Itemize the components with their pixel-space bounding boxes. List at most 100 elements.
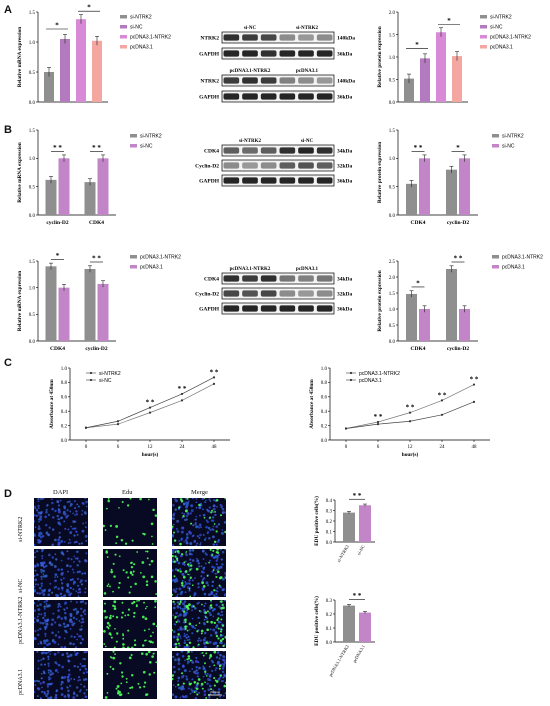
edu-cell <box>193 681 197 684</box>
nucleus <box>37 583 40 586</box>
edu-cell <box>133 611 136 615</box>
bar <box>359 505 371 542</box>
edu-cell <box>213 523 216 525</box>
nucleus <box>209 613 212 617</box>
nucleus <box>34 564 37 568</box>
y-tick-label: 0.0 <box>29 214 36 219</box>
nucleus <box>60 646 64 648</box>
edu-cell <box>213 684 216 687</box>
bar <box>406 293 417 341</box>
nucleus <box>188 573 191 576</box>
blot-band <box>242 34 258 41</box>
nucleus <box>182 665 185 668</box>
edu-cell <box>209 516 212 519</box>
nucleus <box>44 625 47 629</box>
edu-cell <box>187 657 190 660</box>
nucleus <box>67 675 70 678</box>
edu-cell <box>182 515 185 518</box>
nucleus <box>203 566 206 569</box>
nucleus <box>48 561 52 564</box>
nucleus <box>43 646 46 648</box>
nucleus <box>215 563 218 566</box>
edu-cell <box>217 627 220 630</box>
microscopy-image <box>34 600 88 648</box>
nucleus <box>44 639 47 642</box>
nucleus <box>211 670 214 673</box>
y-axis-label: Relative protein expression <box>377 26 383 87</box>
edu-cell <box>121 611 124 614</box>
nucleus <box>40 582 43 585</box>
edu-cell <box>182 610 186 613</box>
x-tick-label: CDK4 <box>89 220 104 226</box>
edu-cell <box>189 564 193 567</box>
blot-band <box>298 275 314 282</box>
blots-b1: si-NTRK2 si-NC CDK4 34kDa Cyclin-D2 32kDa GAPD… <box>195 139 353 187</box>
edu-cell <box>204 616 207 619</box>
nucleus <box>223 661 226 664</box>
nucleus <box>205 519 208 522</box>
edu-cell <box>172 674 174 677</box>
edu-cell <box>221 637 225 641</box>
nucleus <box>197 616 200 620</box>
y-tick-label: 0.4 <box>61 410 68 415</box>
nucleus <box>47 671 50 674</box>
nucleus <box>39 498 43 500</box>
blot-band <box>316 50 333 57</box>
nucleus <box>47 655 50 659</box>
edu-cell <box>178 506 181 509</box>
legend-swatch <box>480 15 487 19</box>
y-tick-label: 0.0 <box>61 439 68 444</box>
nucleus <box>54 509 57 513</box>
edu-cell <box>112 656 116 660</box>
nucleus <box>45 622 49 626</box>
nucleus <box>189 512 192 515</box>
edu-cell <box>224 577 226 579</box>
nucleus <box>45 694 48 697</box>
edu-cell <box>209 604 213 607</box>
nucleus <box>57 651 60 654</box>
edu-cell <box>186 658 189 661</box>
edu-cell <box>126 504 130 507</box>
blot-band <box>260 50 277 57</box>
nucleus <box>60 578 62 581</box>
y-tick-label: 1.0 <box>321 367 328 372</box>
nucleus <box>34 621 36 624</box>
edu-cell <box>148 640 151 643</box>
nucleus <box>188 582 191 585</box>
edu-cell <box>201 603 203 606</box>
nucleus <box>194 577 196 579</box>
nucleus <box>54 573 58 577</box>
legend-label: pcDNA3.1-NTRK2 <box>359 371 400 377</box>
nucleus <box>42 681 46 684</box>
significance-mark: * * <box>374 413 383 421</box>
nucleus <box>40 651 44 655</box>
blot-row-label: GAPDH <box>199 95 220 101</box>
y-tick-label: 0.6 <box>321 396 328 401</box>
nucleus <box>70 592 73 595</box>
significance-mark: * * <box>406 404 415 412</box>
nucleus <box>37 667 40 670</box>
nucleus <box>36 604 39 607</box>
blot-band <box>298 305 314 312</box>
nucleus <box>63 594 67 597</box>
nucleus <box>37 511 40 514</box>
edu-cell <box>106 692 109 694</box>
edu-cell <box>188 587 191 590</box>
y-tick-label: 1.5 <box>389 292 396 297</box>
legend-label: pcDNA3.1-NTRK2 <box>130 35 171 41</box>
nucleus <box>193 670 196 674</box>
nucleus <box>214 513 217 517</box>
nucleus <box>70 600 72 603</box>
scale-bar-label: 200μm <box>210 690 220 694</box>
significance-mark: * * <box>53 144 62 152</box>
nucleus <box>60 617 64 620</box>
nucleus <box>217 661 220 664</box>
bar <box>58 158 70 215</box>
nucleus <box>76 577 80 581</box>
edu-cell <box>175 557 179 561</box>
nucleus <box>214 669 217 672</box>
y-tick-label: 2.5 <box>389 260 396 265</box>
blot-band <box>279 147 296 154</box>
nucleus <box>199 514 201 517</box>
nucleus <box>73 534 76 537</box>
